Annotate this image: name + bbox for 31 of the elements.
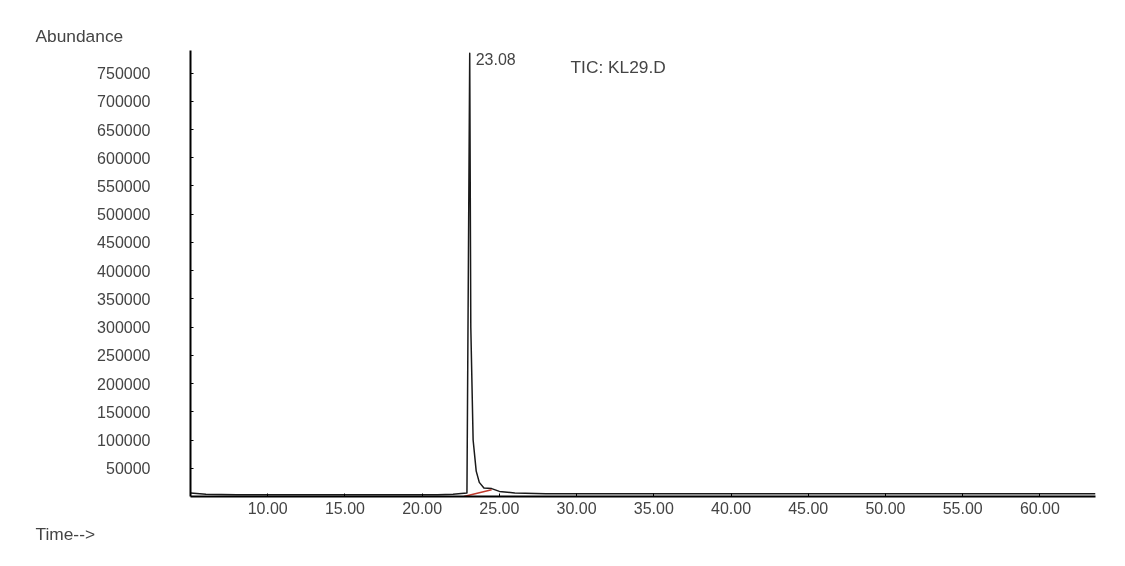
y-tick-label: 700000 [97,93,151,111]
line-series [190,52,1096,496]
x-tick-label: 15.00 [324,499,366,517]
y-tick-label: 300000 [97,319,151,337]
x-tick-label: 25.00 [479,499,520,517]
y-tick-label: 550000 [97,177,151,195]
y-tick-label: 150000 [97,403,151,421]
x-tick-label: 20.00 [402,499,443,517]
y-tick-label: 650000 [97,121,151,139]
y-tick-label: 400000 [97,262,151,280]
y-tick-label: 200000 [97,375,151,393]
chart-title: TIC: KL29.D [570,56,666,77]
x-tick-label: 10.00 [247,499,288,517]
y-tick-label: 100000 [97,432,151,450]
y-tick-label: 250000 [97,347,151,365]
x-tick-label: 35.00 [633,499,674,517]
y-tick-label: 350000 [97,290,151,308]
y-axis-title: Abundance [35,25,124,46]
x-tick-label: 60.00 [1019,499,1061,517]
x-tick-label: 50.00 [865,499,906,517]
x-axis-title: Time--> [35,523,96,544]
y-tick-label: 50000 [106,460,151,478]
x-tick-label: 40.00 [711,499,752,517]
x-tick-label: 55.00 [942,499,983,517]
x-tick-label: 45.00 [788,499,829,517]
y-tick-label: 450000 [97,234,151,252]
y-tick-label: 500000 [97,206,151,224]
annotation: 23.08 [475,51,516,69]
y-tick-label: 750000 [97,65,151,83]
y-tick-label: 600000 [97,149,151,167]
x-tick-label: 30.00 [556,499,597,517]
